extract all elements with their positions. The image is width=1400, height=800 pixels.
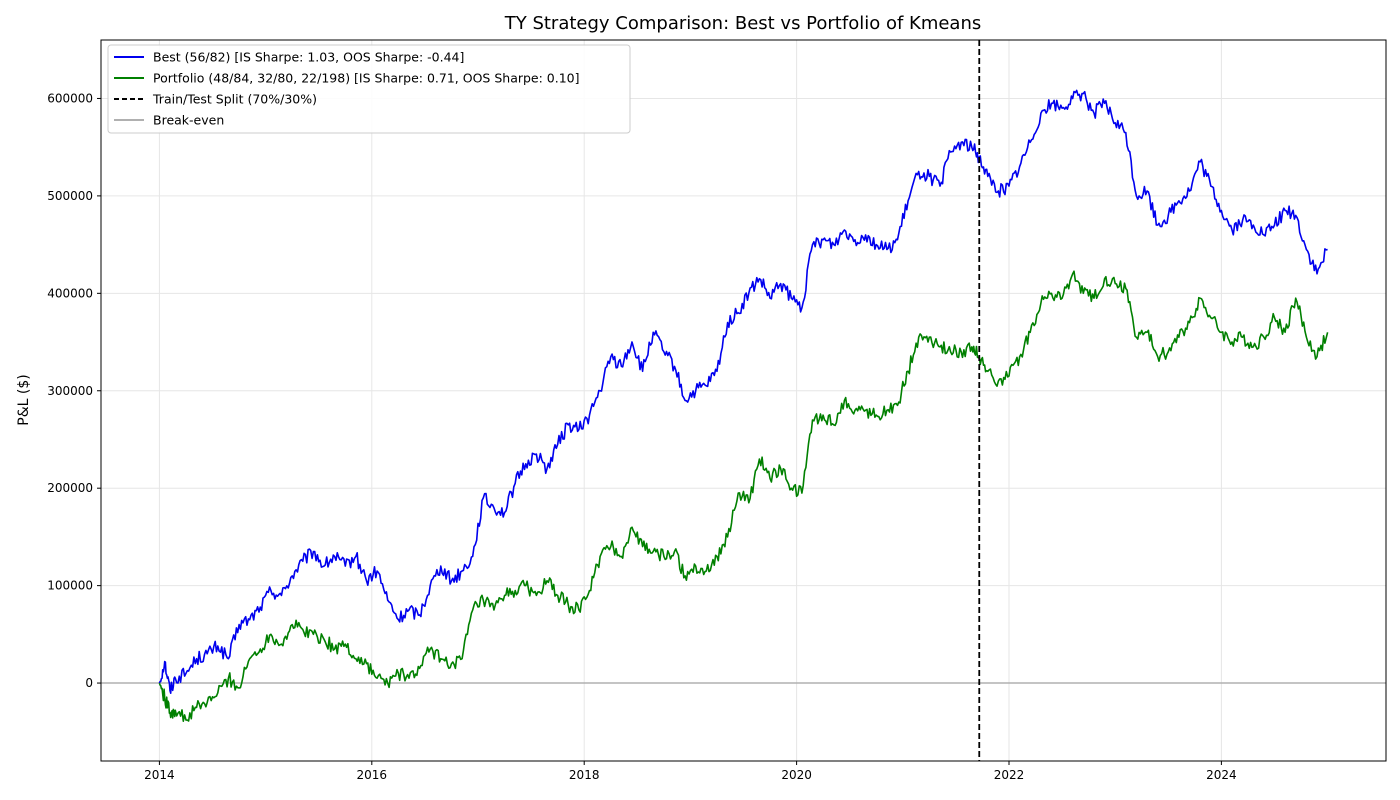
y-tick-label: 600000 — [47, 91, 93, 105]
legend: Best (56/82) [IS Sharpe: 1.03, OOS Sharp… — [107, 44, 631, 134]
y-tick-label: 200000 — [47, 481, 93, 495]
x-tick-label: 2022 — [994, 768, 1025, 782]
y-tick-label: 0 — [85, 676, 93, 690]
x-tick-label: 2016 — [357, 768, 388, 782]
y-tick-label: 500000 — [47, 189, 93, 203]
legend-label-breakeven: Break-even — [153, 113, 224, 128]
axis-ticks: 2014 2016 2018 2020 2022 2024 0 100000 200000 300… — [47, 91, 1236, 782]
y-tick-label: 400000 — [47, 286, 93, 300]
legend-label-split: Train/Test Split (70%/30%) — [152, 92, 317, 107]
legend-box — [107, 44, 631, 134]
legend-label-portfolio: Portfolio (48/84, 32/80, 22/198) [IS Sha… — [153, 71, 580, 86]
x-tick-label: 2018 — [569, 768, 600, 782]
y-tick-label: 100000 — [47, 579, 93, 593]
y-tick-label: 300000 — [47, 384, 93, 398]
series-line-portfolio — [158, 270, 1329, 722]
legend-label-best: Best (56/82) [IS Sharpe: 1.03, OOS Sharp… — [153, 50, 464, 65]
chart-title: TY Strategy Comparison: Best vs Portfoli… — [504, 13, 982, 34]
series-line-best — [158, 89, 1328, 694]
series-lines — [158, 89, 1329, 722]
y-axis-title: P&L ($) — [16, 374, 32, 425]
x-tick-label: 2014 — [144, 768, 175, 782]
plot-frame — [100, 39, 1387, 762]
x-tick-label: 2024 — [1206, 768, 1237, 782]
x-tick-label: 2020 — [781, 768, 812, 782]
